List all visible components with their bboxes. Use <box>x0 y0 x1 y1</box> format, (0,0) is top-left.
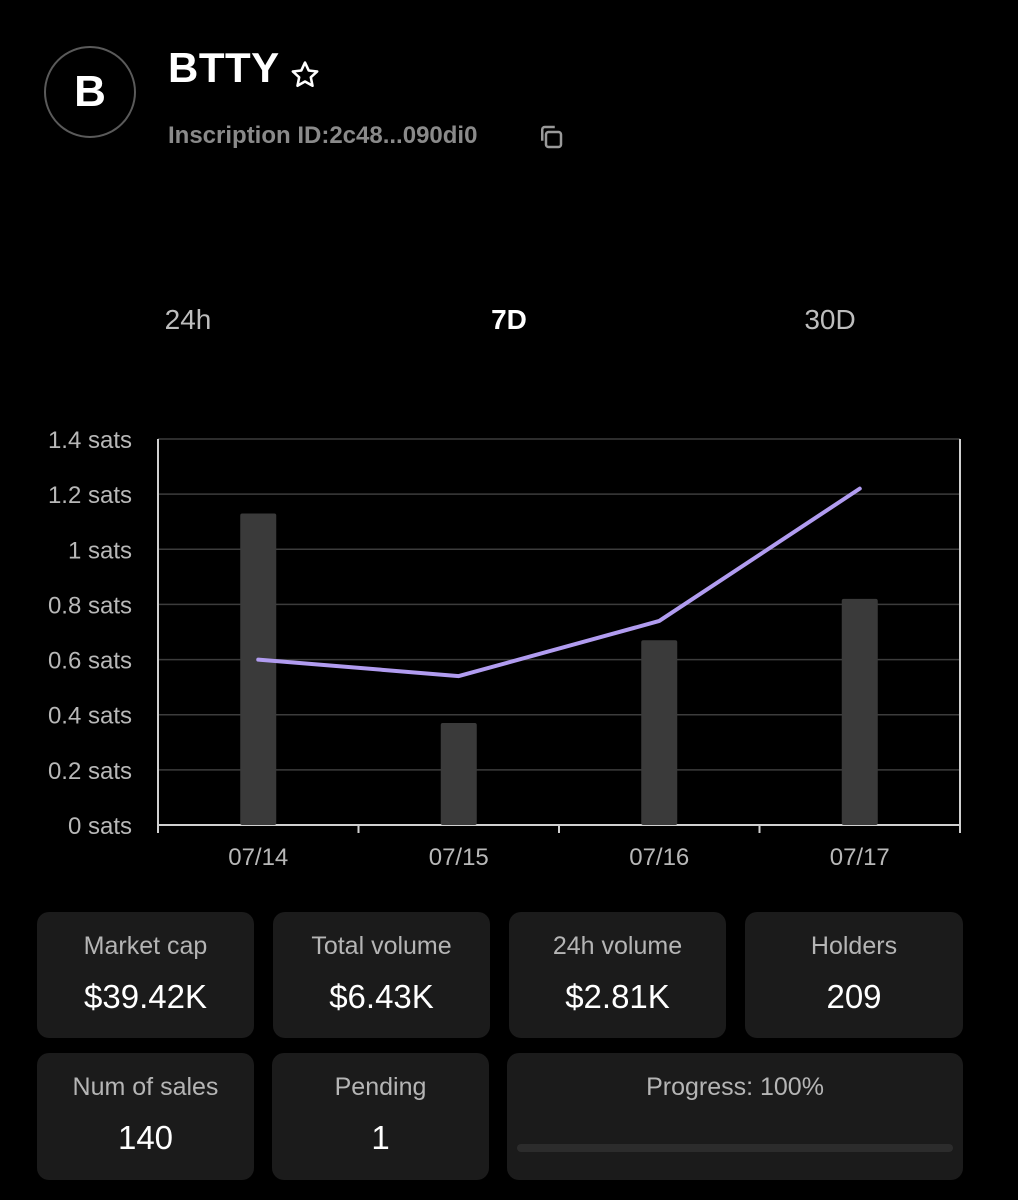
volume-bar <box>240 513 277 825</box>
inscription-id: Inscription ID:2c48...090di0 <box>168 122 478 149</box>
price-line <box>256 486 862 679</box>
progress-bar <box>517 1144 953 1152</box>
y-tick-label: 1.4 sats <box>48 427 132 454</box>
tab-24h[interactable]: 24h <box>164 304 212 335</box>
volume-24h-label: 24h volume <box>552 932 683 960</box>
pending-value: 1 <box>371 1119 390 1156</box>
copy-icon[interactable] <box>536 122 566 152</box>
total-volume-value: $6.43K <box>329 978 434 1015</box>
holders-card: Holders 209 <box>745 912 963 1038</box>
num-sales-card: Num of sales 140 <box>37 1053 254 1180</box>
num-sales-value: 140 <box>117 1119 174 1156</box>
y-tick-label: 0.4 sats <box>48 703 132 730</box>
volume-bar <box>641 640 678 825</box>
y-tick-label: 0.8 sats <box>48 592 132 619</box>
volume-bar <box>440 722 477 825</box>
y-tick-label: 1.2 sats <box>48 482 132 509</box>
price-volume-chart: 0 sats 0.2 sats 0.4 sats 0.6 sats 0.8 sats 1 … <box>48 427 961 871</box>
market-cap-label: Market cap <box>83 932 208 960</box>
total-volume-card: Total volume $6.43K <box>273 912 490 1038</box>
volume-24h-value: $2.81K <box>565 978 670 1015</box>
pending-label: Pending <box>334 1073 427 1101</box>
pending-card: Pending 1 <box>272 1053 489 1180</box>
num-sales-label: Num of sales <box>72 1073 219 1101</box>
y-tick-label: 0.6 sats <box>48 648 132 675</box>
y-tick-label: 1 sats <box>68 537 132 564</box>
avatar: B <box>44 46 136 138</box>
total-volume-label: Total volume <box>311 932 452 960</box>
x-tick-label: 07/15 <box>429 844 489 871</box>
tab-7d[interactable]: 7D <box>491 304 527 335</box>
y-tick-label: 0 sats <box>68 813 132 840</box>
holders-value: 209 <box>826 978 882 1015</box>
holders-label: Holders <box>810 932 898 960</box>
star-icon[interactable] <box>288 58 322 92</box>
progress-card: Progress: 100% <box>507 1053 963 1180</box>
y-tick-label: 0.2 sats <box>48 758 132 785</box>
x-tick-label: 07/14 <box>228 844 288 871</box>
x-tick-label: 07/17 <box>830 844 890 871</box>
volume-24h-card: 24h volume $2.81K <box>509 912 726 1038</box>
market-cap-value: $39.42K <box>84 978 207 1015</box>
progress-label: Progress: 100% <box>646 1073 824 1101</box>
market-cap-card: Market cap $39.42K <box>37 912 254 1038</box>
tab-30d[interactable]: 30D <box>804 304 856 335</box>
volume-bar <box>841 598 878 825</box>
token-name: BTTY <box>168 44 280 91</box>
x-tick-label: 07/16 <box>629 844 689 871</box>
progress-bar-fill <box>517 1144 953 1152</box>
